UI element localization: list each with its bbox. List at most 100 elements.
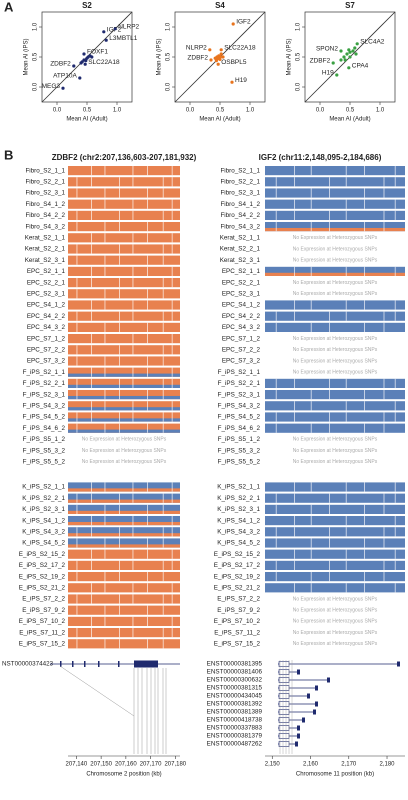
sample-label: Fibro_S4_1_2 — [220, 201, 260, 208]
exon — [278, 677, 290, 683]
data-point — [231, 22, 235, 26]
allele-bar — [68, 266, 180, 276]
sample-label: Fibro_S4_2_2 — [25, 212, 65, 219]
sample-label: K_iPS_S2_2_1 — [217, 495, 260, 502]
exon — [327, 677, 330, 683]
transcript-label: ENST00000381392 — [207, 701, 263, 708]
sample-label: Fibro_S4_2_2 — [220, 212, 260, 219]
exon — [397, 661, 400, 667]
panel-label: A — [4, 0, 14, 14]
sample-label: EPC_S4_2_2 — [27, 313, 66, 320]
exon — [98, 661, 100, 667]
data-point — [113, 27, 117, 31]
no-expression-note: No Expression at Heterozygous SNPs — [82, 459, 167, 465]
snp-connector — [59, 665, 135, 717]
no-expression-note: No Expression at Heterozygous SNPs — [293, 291, 378, 297]
allele-bar — [265, 572, 405, 582]
y-tick-label: 0.5 — [33, 52, 39, 61]
sample-label: F_iPS_S2_1_1 — [23, 369, 66, 376]
data-point — [84, 59, 88, 63]
allele-bar — [265, 401, 405, 411]
sample-label: E_iPS_S7_2_2 — [22, 596, 65, 603]
sample-label: Kerat_S2_3_1 — [25, 257, 66, 264]
exon — [302, 717, 305, 723]
sample-label: E_iPS_S7_2_2 — [217, 596, 260, 603]
allele-bar — [68, 560, 180, 570]
sample-label: EPC_S4_2_2 — [222, 313, 261, 320]
data-point — [335, 73, 339, 77]
sample-label: E_iPS_S2_21_2 — [19, 584, 66, 591]
sample-label: F_iPS_S5_5_2 — [23, 458, 66, 465]
sample-label: F_iPS_S2_1_1 — [218, 369, 261, 376]
allele-bar — [68, 177, 180, 187]
allele-bar — [68, 493, 180, 503]
chart-title: S2 — [82, 1, 92, 10]
data-point — [102, 30, 106, 34]
sample-label: K_iPS_S4_1_2 — [217, 517, 260, 524]
exon — [295, 741, 298, 747]
sample-label: EPC_S2_1_1 — [27, 268, 66, 275]
sample-label: Kerat_S2_3_1 — [220, 257, 261, 264]
no-expression-note: No Expression at Heterozygous SNPs — [82, 448, 167, 454]
allele-bar — [265, 482, 405, 492]
sample-label: Fibro_S2_2_1 — [25, 178, 65, 185]
data-point — [354, 52, 358, 56]
allele-bar — [265, 311, 405, 321]
sample-label: EPC_S7_2_2 — [222, 346, 261, 353]
sample-label: K_iPS_S2_1_1 — [22, 484, 65, 491]
exon — [278, 725, 290, 731]
allele-bar — [265, 222, 405, 232]
exon — [134, 660, 158, 668]
exon — [297, 725, 300, 731]
allele-bar-minor — [68, 510, 180, 514]
sample-label: K_iPS_S2_3_1 — [22, 506, 65, 513]
exon — [278, 669, 290, 675]
x-tick-label: 0.5 — [346, 108, 355, 114]
sample-label: Fibro_S2_2_1 — [220, 178, 260, 185]
allele-bar — [265, 210, 405, 220]
sample-label: K_iPS_S4_1_2 — [22, 517, 65, 524]
data-point — [331, 61, 335, 65]
no-expression-note: No Expression at Heterozygous SNPs — [82, 437, 167, 443]
point-label: ZDBF2 — [187, 55, 208, 62]
sample-label: Fibro_S4_3_2 — [25, 223, 65, 230]
exon — [278, 661, 290, 667]
allele-bar-minor — [68, 521, 180, 526]
transcript-label: ENST00000337883 — [207, 725, 263, 732]
exon — [297, 733, 300, 739]
sample-label: F_iPS_S5_3_2 — [218, 447, 261, 454]
y-axis-label: Mean AI (iPS) — [24, 38, 30, 75]
gene-title: ZDBF2 (chr2:207,136,603-207,181,932) — [52, 153, 197, 162]
x-tick-label: 207,150 — [90, 762, 112, 768]
x-tick-label: 1.0 — [113, 108, 122, 114]
transcript-label: ENST00000381406 — [207, 669, 263, 676]
allele-bar — [68, 639, 180, 649]
exon — [278, 709, 290, 715]
allele-bar — [68, 549, 180, 559]
x-axis-label: Mean AI (Adult) — [199, 117, 240, 123]
y-tick-label: 1.0 — [296, 22, 302, 31]
sample-label: F_iPS_S2_3_1 — [23, 391, 66, 398]
allele-bar — [265, 300, 405, 310]
sample-label: E_iPS_S2_15_2 — [19, 551, 66, 558]
point-label: ZDBF2 — [50, 61, 71, 68]
point-label: FOXF1 — [87, 49, 108, 56]
no-expression-note: No Expression at Heterozygous SNPs — [293, 608, 378, 614]
x-tick-label: 1.0 — [246, 108, 255, 114]
y-tick-label: 0.0 — [166, 82, 172, 91]
no-expression-note: No Expression at Heterozygous SNPs — [293, 258, 378, 264]
data-point — [347, 66, 351, 70]
sample-label: Fibro_S2_1_1 — [220, 167, 260, 174]
allele-bar-minor — [68, 544, 180, 548]
exon — [278, 741, 290, 747]
allele-bar — [68, 233, 180, 243]
sample-label: E_iPS_S7_10_2 — [19, 618, 66, 625]
allele-bar-minor — [68, 488, 180, 492]
point-label: MEG3 — [42, 83, 61, 90]
x-tick-label: 2,160 — [303, 762, 319, 768]
sample-label: E_iPS_S7_11_2 — [19, 629, 65, 636]
exon — [313, 709, 316, 715]
allele-bar — [68, 210, 180, 220]
data-point — [82, 52, 86, 56]
sample-label: E_iPS_S2_17_2 — [214, 562, 261, 569]
